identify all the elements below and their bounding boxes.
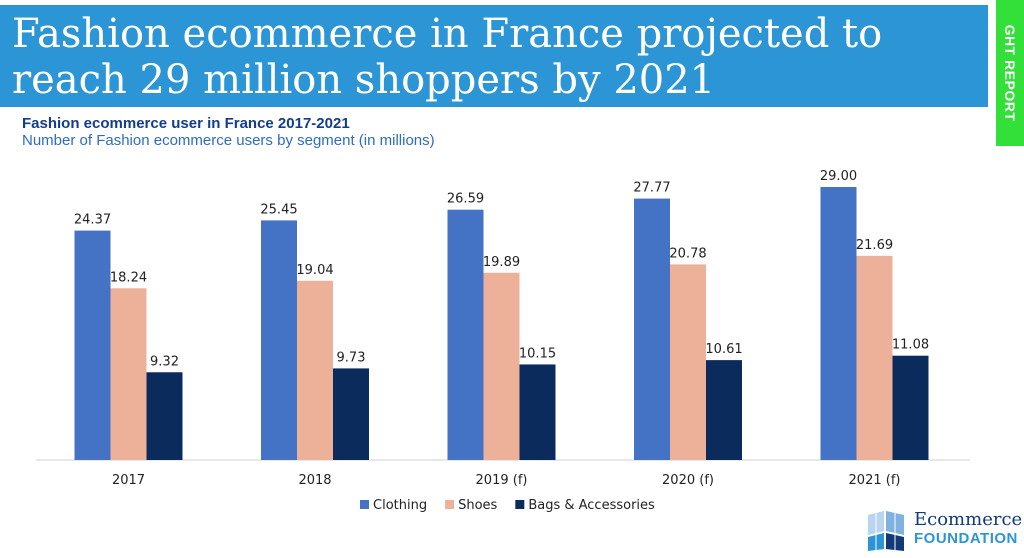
data-label: 10.61 — [705, 342, 742, 357]
ecommerce-foundation-logo: Ecommerce FOUNDATION — [862, 505, 1022, 553]
legend-swatch — [445, 500, 455, 509]
bar — [261, 220, 297, 460]
data-label: 9.73 — [337, 350, 366, 365]
x-tick-label: 2019 (f) — [476, 473, 528, 488]
page-title: Fashion ecommerce in France projected to… — [12, 11, 883, 103]
legend-label: Clothing — [373, 498, 427, 513]
logo-text-ecommerce: Ecommerce — [914, 509, 1023, 530]
title-banner: Fashion ecommerce in France projected to… — [0, 5, 988, 107]
legend-label: Bags & Accessories — [528, 498, 655, 513]
x-tick-label: 2017 — [112, 473, 145, 488]
legend-label: Shoes — [458, 498, 497, 513]
logo-text-foundation: FOUNDATION — [914, 530, 1018, 547]
side-report-tab[interactable]: GHT REPORT — [996, 0, 1024, 146]
bar — [892, 355, 929, 460]
data-label: 11.08 — [892, 338, 929, 353]
chart-title: Fashion ecommerce user in France 2017-20… — [22, 115, 350, 132]
data-label: 18.24 — [110, 270, 147, 285]
bar — [820, 187, 857, 460]
data-label: 10.15 — [519, 346, 556, 361]
bar — [74, 230, 111, 460]
bar — [706, 360, 742, 460]
data-label: 29.00 — [820, 169, 857, 184]
data-label: 19.04 — [296, 263, 333, 278]
data-label: 27.77 — [633, 181, 670, 196]
legend-swatch — [360, 500, 369, 509]
x-tick-label: 2018 — [298, 473, 331, 488]
bar — [110, 288, 147, 460]
bar — [146, 372, 183, 460]
x-tick-label: 2020 (f) — [662, 473, 714, 488]
bar-chart: 24.37 18.24 9.32 2017 25.45 19.04 9.73 2018 26.5… — [36, 169, 970, 513]
cube-logo-icon — [868, 511, 904, 551]
bar — [634, 198, 670, 460]
chart-subtitle: Number of Fashion ecommerce users by seg… — [22, 132, 435, 149]
data-label: 24.37 — [74, 213, 111, 228]
bar — [483, 272, 520, 460]
bar — [333, 368, 369, 460]
bar — [519, 364, 556, 460]
x-tick-label: 2021 (f) — [849, 473, 901, 488]
data-label: 20.78 — [669, 246, 706, 261]
data-label: 25.45 — [260, 202, 297, 217]
data-label: 26.59 — [447, 192, 484, 207]
bar — [447, 209, 484, 460]
bar — [297, 280, 333, 460]
data-label: 21.69 — [856, 238, 893, 253]
data-label: 19.89 — [483, 255, 520, 270]
bar — [856, 255, 893, 460]
legend-swatch — [515, 500, 525, 509]
bar — [670, 264, 706, 460]
data-label: 9.32 — [150, 354, 179, 369]
